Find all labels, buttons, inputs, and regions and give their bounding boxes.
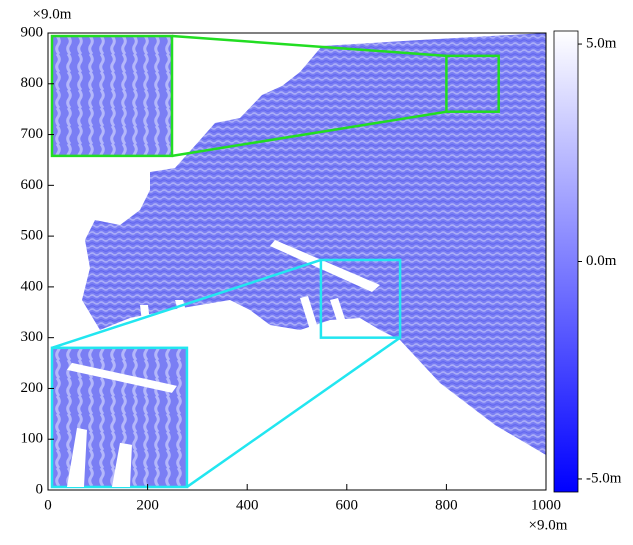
y-tick-label: 600: [21, 177, 44, 193]
x-tick-label: 200: [136, 497, 159, 513]
zoom-connector: [187, 338, 400, 487]
y-tick-label: 0: [36, 481, 44, 497]
x-tick-label: 400: [236, 497, 259, 513]
y-tick-label: 400: [21, 278, 44, 294]
chart: ×9.0m ×9.0m 0 200 400 600 800 1000 0 100 200 300 4…: [0, 0, 633, 540]
y-tick-label: 900: [21, 24, 44, 40]
y-tick-label: 300: [21, 329, 44, 345]
zoom-inset: [52, 36, 172, 156]
page: {"chart_data": {"type": "heatmap", "x_un…: [0, 0, 633, 545]
x-unit: ×9.0m: [529, 517, 568, 533]
y-tick-label: 100: [21, 431, 44, 447]
x-tick-label: 800: [435, 497, 458, 513]
y-unit: ×9.0m: [33, 6, 72, 22]
x-tick-label: 1000: [531, 497, 561, 513]
y-tick-label: 500: [21, 228, 44, 244]
y-tick-label: 800: [21, 75, 44, 91]
colorbar-tick-label: -5.0m: [586, 470, 622, 486]
x-tick-label: 0: [44, 497, 52, 513]
y-tick-label: 700: [21, 126, 44, 142]
y-tick-label: 200: [21, 380, 44, 396]
colorbar: [554, 31, 578, 492]
x-tick-label: 600: [336, 497, 359, 513]
colorbar-tick-label: 5.0m: [586, 35, 617, 51]
colorbar-tick-label: 0.0m: [586, 253, 617, 269]
